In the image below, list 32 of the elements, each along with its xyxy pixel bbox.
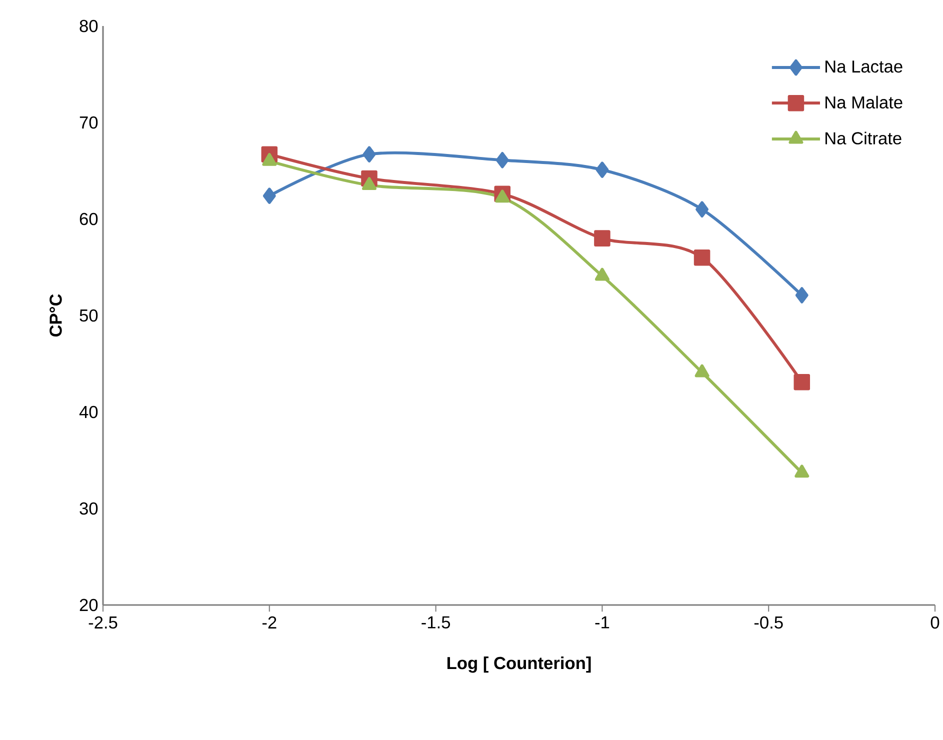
point	[495, 190, 510, 203]
y-tick-label: 70	[80, 116, 98, 129]
legend-label: Na Lactae	[826, 60, 902, 73]
point	[694, 364, 710, 378]
y-axis-title: CP°C	[50, 294, 62, 337]
point	[694, 249, 710, 266]
point	[594, 230, 610, 246]
point	[696, 201, 709, 218]
y-tick-label: 50	[80, 309, 98, 322]
y-tick-label: 40	[79, 406, 98, 418]
point	[362, 177, 376, 190]
y-tick-label: 30	[80, 502, 98, 515]
x-axis-title: Log [ Counterion]	[447, 656, 591, 673]
y-tick-label: 80	[80, 20, 98, 32]
point	[262, 188, 276, 204]
point	[594, 268, 610, 281]
point	[795, 287, 808, 304]
y-tick-label: 20	[80, 598, 98, 612]
legend-label: Na Citrate	[826, 132, 902, 144]
x-tick-label: -1	[595, 616, 610, 628]
point	[794, 374, 810, 390]
point	[596, 162, 609, 178]
legend-label: Na Malate	[826, 96, 902, 109]
x-tick-label: 0	[930, 616, 940, 629]
x-tick-label: -2	[262, 616, 276, 628]
y-tick-label: 60	[80, 212, 98, 226]
point	[496, 152, 509, 168]
x-tick-label: -0.5	[754, 616, 783, 629]
x-tick-label: -1.5	[422, 616, 450, 628]
point	[362, 146, 376, 162]
x-tick-label: -2.5	[88, 616, 118, 629]
point	[794, 464, 810, 478]
